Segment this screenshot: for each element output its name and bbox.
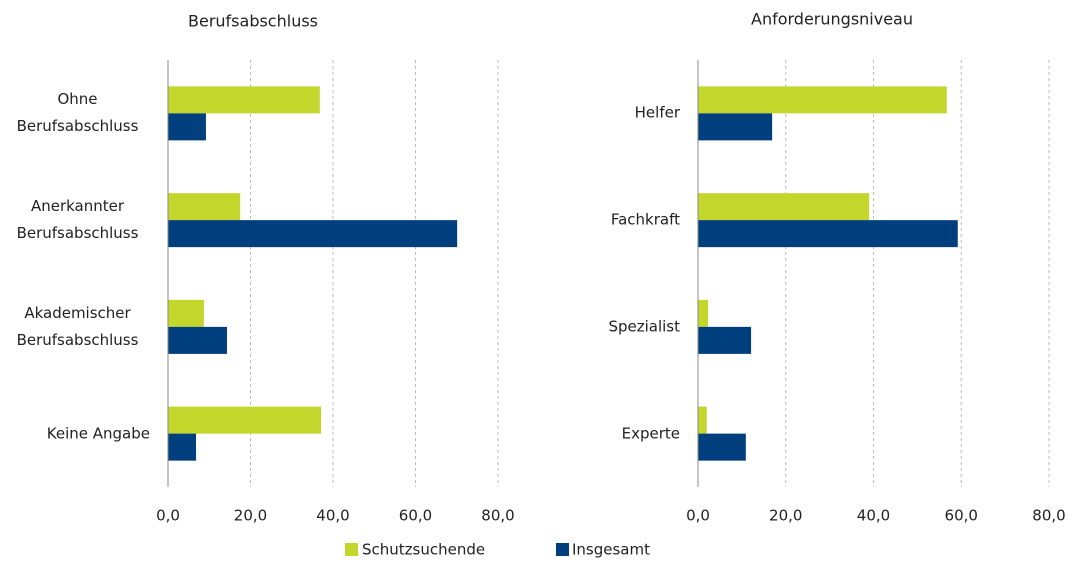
x-tick-label: 80,0	[1032, 507, 1065, 525]
chart-title: Berufsabschluss	[188, 12, 318, 31]
legend-label: Schutzsuchende	[362, 541, 485, 559]
legend-swatch	[556, 543, 569, 556]
bar	[698, 86, 947, 114]
x-tick-label: 0,0	[156, 507, 180, 525]
bar	[698, 433, 746, 461]
x-tick-label: 40,0	[857, 507, 890, 525]
bar	[698, 326, 752, 354]
bar	[168, 406, 322, 434]
bar	[168, 86, 320, 114]
bar	[168, 113, 206, 141]
y-tick-label: Ohne Berufsabschluss	[16, 90, 139, 136]
legend-label: Insgesamt	[572, 541, 650, 559]
bar	[698, 220, 958, 248]
x-tick-label: 20,0	[234, 507, 267, 525]
bar	[168, 433, 197, 461]
y-tick-label: Keine Angabe	[46, 424, 150, 443]
y-tick-label: Fachkraft	[610, 210, 680, 229]
x-tick-label: 80,0	[481, 507, 514, 525]
bar	[168, 326, 227, 354]
y-tick-label: Spezialist	[608, 317, 680, 336]
x-tick-label: 0,0	[686, 507, 710, 525]
bar	[698, 406, 707, 434]
y-tick-label: Akademischer Berufsabschluss	[16, 303, 139, 349]
x-tick-label: 60,0	[399, 507, 432, 525]
x-tick-label: 60,0	[945, 507, 978, 525]
bar	[698, 193, 870, 221]
bar	[698, 299, 709, 327]
bar	[168, 299, 204, 327]
bar	[168, 220, 458, 248]
y-tick-label: Helfer	[634, 103, 680, 122]
x-tick-label: 20,0	[769, 507, 802, 525]
legend-swatch	[345, 543, 358, 556]
x-tick-label: 40,0	[316, 507, 349, 525]
y-tick-label: Anerkannter Berufsabschluss	[16, 197, 139, 243]
chart-title: Anforderungsniveau	[751, 10, 913, 29]
bar	[698, 113, 773, 141]
y-tick-label: Experte	[621, 424, 680, 443]
bar	[168, 193, 241, 221]
